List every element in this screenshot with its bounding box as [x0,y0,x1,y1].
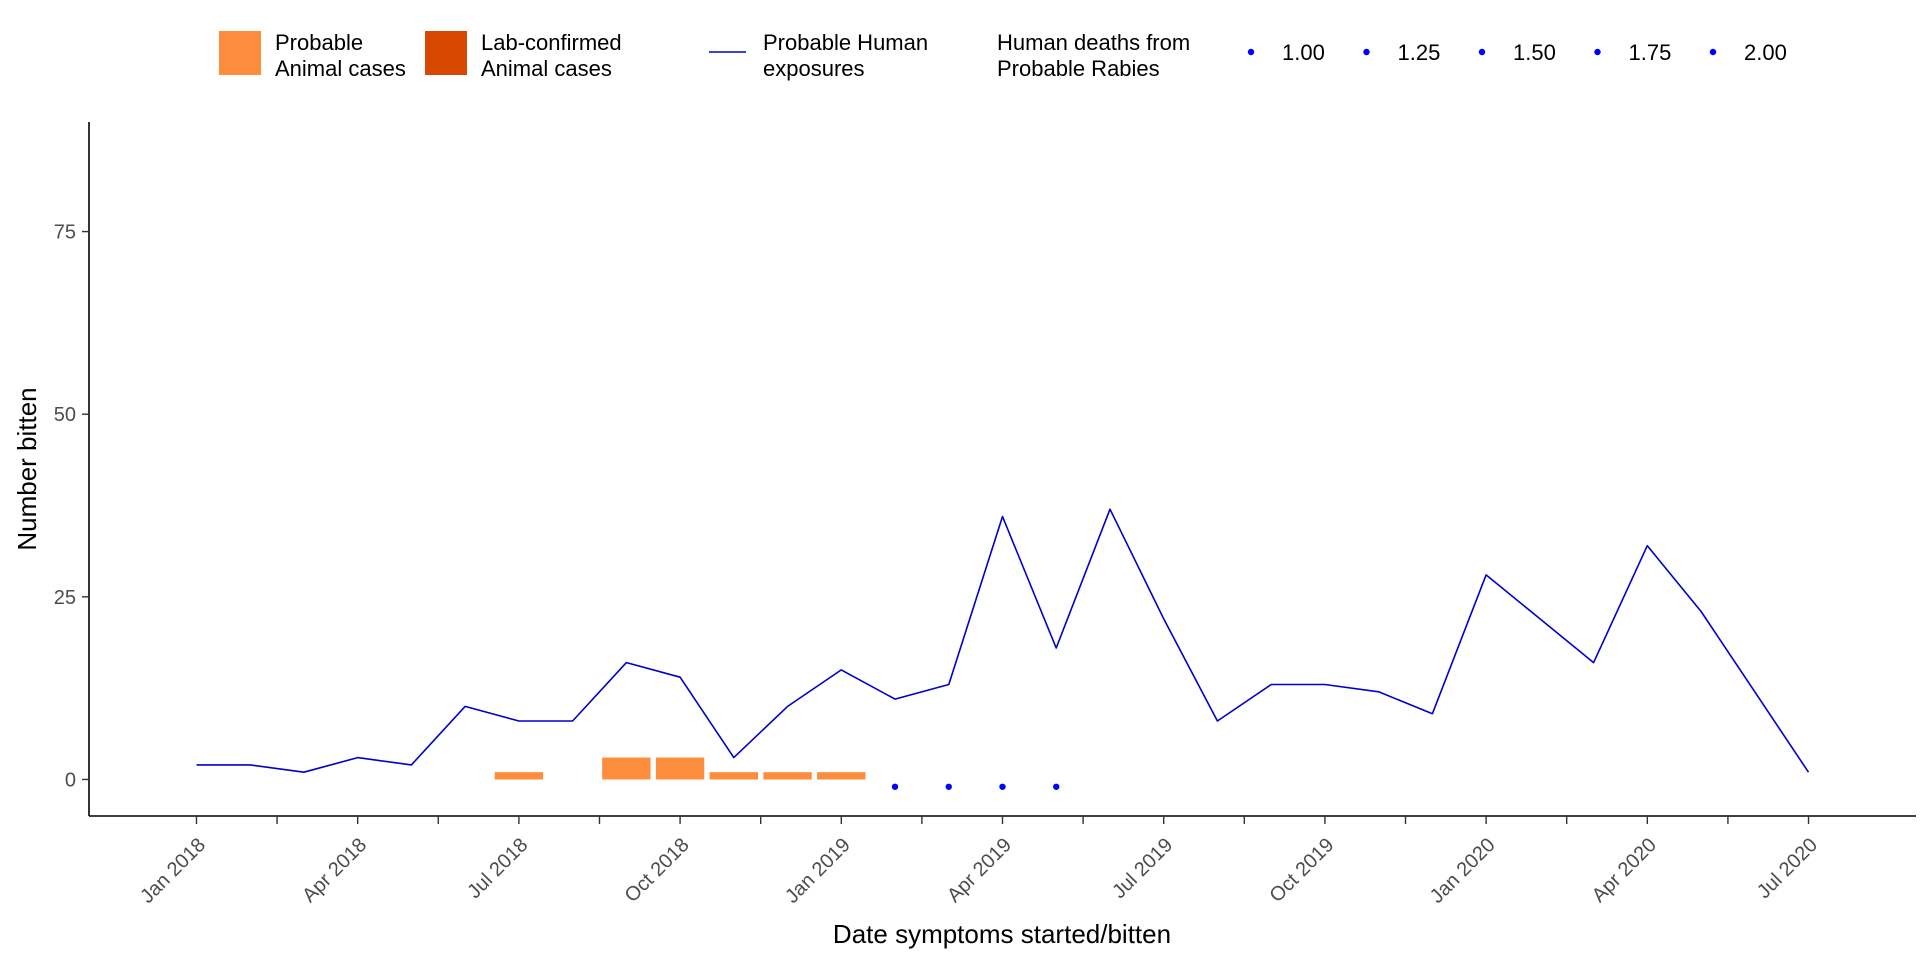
legend: Probable Animal cases Lab-confirmed Anim… [219,30,1787,81]
x-axis-title: Date symptoms started/bitten [833,919,1171,949]
series-line-probable-human-exposures [196,508,1810,774]
legend-label-probable-animal-line1: Probable [275,30,363,55]
deaths-layer [891,783,1060,790]
x-ticks: Jan 2018 Apr 2018 Jul 2018 Oct 2018 Jan 2019… [136,816,1822,908]
legend-death-size-dot [1247,48,1255,56]
legend-death-size-dot [1478,48,1486,56]
legend-death-size-label: 1.25 [1398,40,1441,65]
legend-label-probable-human-exposures-line1: Probable Human [763,30,928,55]
y-tick-label: 50 [54,404,76,426]
death-point [999,783,1006,790]
bar-probable-animal-case [494,772,544,780]
legend-label-probable-human-exposures: Probable Human exposures [763,30,934,81]
legend-label-probable-human-exposures-line2: exposures [763,56,865,81]
legend-death-size-dot [1363,48,1370,56]
bar-probable-animal-case [763,772,812,780]
x-tick-label: Apr 2018 [298,834,371,907]
x-tick-label: Jan 2018 [136,834,210,908]
y-tick-label: 25 [54,587,76,609]
legend-label-probable-animal: Probable Animal cases [275,30,406,81]
x-tick-label: Apr 2019 [943,834,1016,907]
y-axis-title: Number bitten [12,387,42,550]
bar-probable-animal-case [602,757,651,780]
death-point [891,783,899,790]
bar-probable-animal-case [817,772,866,780]
y-tick-label: 0 [65,769,76,791]
legend-label-probable-animal-line2: Animal cases [275,56,406,81]
legend-death-size-dot [1594,48,1601,56]
legend-death-sizes: 1.00 1.25 1.50 1.75 2.00 [1247,40,1787,65]
x-tick-label: Jan 2020 [1426,834,1500,908]
legend-title-human-deaths-line1: Human deaths from [997,30,1190,55]
legend-death-size-dot [1709,48,1717,56]
x-tick-label: Oct 2018 [621,834,694,907]
y-tick-label: 75 [54,222,76,244]
legend-title-human-deaths-line2: Probable Rabies [997,56,1160,81]
legend-death-size-label: 1.75 [1629,40,1672,65]
legend-title-human-deaths: Human deaths from Probable Rabies [997,30,1196,81]
legend-key-probable-animal [219,31,261,75]
x-tick-label: Jul 2020 [1753,834,1822,903]
bar-probable-animal-case [709,772,759,780]
legend-label-lab-confirmed-animal-line1: Lab-confirmed [481,30,622,55]
y-ticks: 0 25 50 75 [54,222,89,791]
x-tick-label: Apr 2020 [1588,834,1661,907]
legend-death-size-label: 1.50 [1513,40,1556,65]
x-tick-label: Jul 2018 [463,834,532,903]
legend-key-lab-confirmed-animal [425,31,467,75]
x-tick-label: Jan 2019 [781,834,855,908]
legend-label-lab-confirmed-animal: Lab-confirmed Animal cases [481,30,628,81]
legend-death-size-label: 1.00 [1282,40,1325,65]
x-tick-label: Jul 2019 [1108,834,1177,903]
bar-probable-animal-case [655,757,705,780]
legend-label-lab-confirmed-animal-line2: Animal cases [481,56,612,81]
x-tick-label: Oct 2019 [1265,834,1338,907]
death-point [1053,783,1060,790]
legend-death-size-label: 2.00 [1744,40,1787,65]
bars-layer [494,757,866,780]
death-point [945,783,952,790]
